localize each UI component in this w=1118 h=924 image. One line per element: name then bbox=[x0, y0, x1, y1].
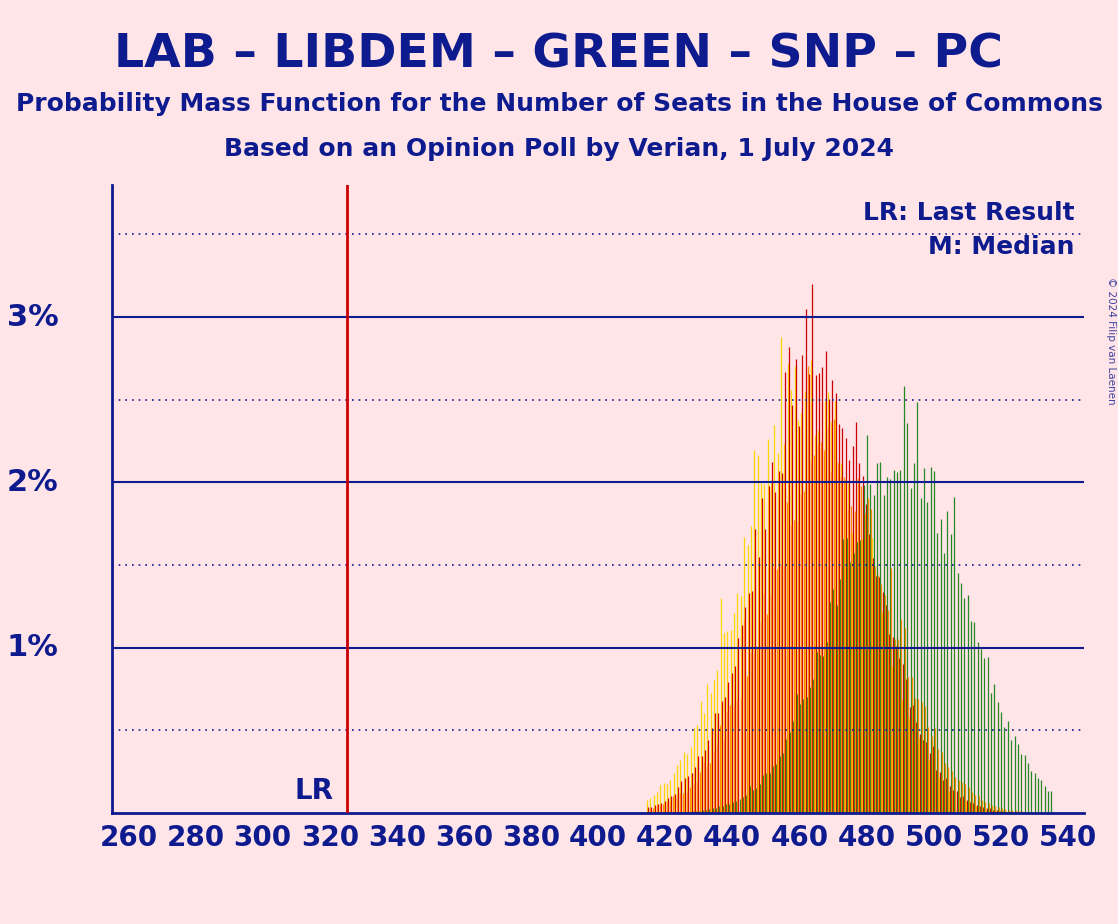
Text: © 2024 Filip van Laenen: © 2024 Filip van Laenen bbox=[1106, 277, 1116, 405]
Text: 3%: 3% bbox=[7, 302, 58, 332]
Text: 2%: 2% bbox=[7, 468, 58, 497]
Text: M: Median: M: Median bbox=[928, 235, 1074, 259]
Text: LR: LR bbox=[294, 777, 333, 805]
Text: Probability Mass Function for the Number of Seats in the House of Commons: Probability Mass Function for the Number… bbox=[16, 92, 1102, 116]
Text: LR: Last Result: LR: Last Result bbox=[863, 201, 1074, 225]
Text: LAB – LIBDEM – GREEN – SNP – PC: LAB – LIBDEM – GREEN – SNP – PC bbox=[114, 32, 1004, 78]
Text: 1%: 1% bbox=[7, 633, 58, 663]
Text: Based on an Opinion Poll by Verian, 1 July 2024: Based on an Opinion Poll by Verian, 1 Ju… bbox=[224, 137, 894, 161]
